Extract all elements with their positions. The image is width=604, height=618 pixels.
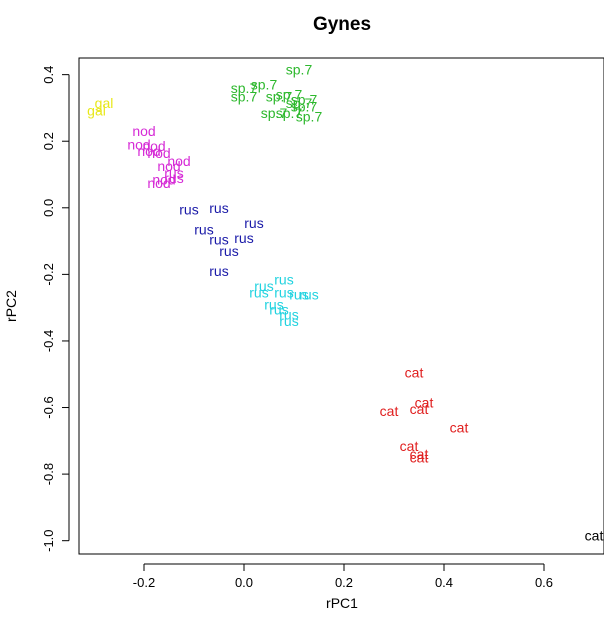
y-tick-label: -0.4: [41, 330, 56, 352]
x-tick-label: 0.0: [235, 575, 253, 590]
y-tick-label: -0.8: [41, 463, 56, 485]
data-point-nod: nod: [157, 158, 180, 174]
x-axis: -0.2 0.0 0.2 0.4 0.6: [133, 563, 553, 590]
data-point-nod: nod: [132, 123, 155, 139]
data-point-rus: rus: [299, 286, 318, 302]
data-point-cat: cat: [410, 401, 429, 417]
data-point-rus: rus: [269, 301, 288, 317]
data-point-gal: gal: [87, 103, 106, 119]
data-point-nod: nod: [152, 172, 175, 188]
data-point-sp7: sp.7: [296, 108, 323, 124]
x-axis-label: rPC1: [326, 595, 358, 611]
chart-title: Gynes: [313, 14, 371, 35]
y-tick-label: 0.0: [41, 199, 56, 217]
data-point-nod: nod: [147, 145, 170, 161]
data-point-sp7: sp.7: [276, 105, 303, 121]
data-point-sp7: sp.7: [231, 88, 258, 104]
y-tick-label: -0.2: [41, 263, 56, 285]
data-point-sp7: sp.7: [291, 98, 318, 114]
data-point-rus: rus: [289, 286, 308, 302]
y-tick-label: -0.6: [41, 396, 56, 418]
data-point-rus: rus: [164, 170, 183, 186]
data-point-cat: cat: [405, 365, 424, 381]
data-point-rus: rus: [234, 230, 253, 246]
data-point-cat: cat: [585, 528, 604, 544]
data-point-rus: rus: [274, 271, 293, 287]
y-tick-label: 0.4: [41, 66, 56, 84]
data-point-rus: rus: [274, 285, 293, 301]
x-tick-label: -0.2: [133, 575, 155, 590]
data-point-rus: rus: [279, 306, 298, 322]
data-point-sp7: sp.7: [251, 77, 278, 93]
data-point-rus: rus: [164, 165, 183, 181]
data-point-cat: cat: [415, 395, 434, 411]
data-point-cat: cat: [410, 446, 429, 462]
data-point-rus: rus: [209, 200, 228, 216]
y-axis: -1.0 -0.8 -0.6 -0.4 -0.2 0.0 0.2 0.4: [41, 66, 70, 552]
data-point-rus: rus: [209, 263, 228, 279]
data-point-rus: rus: [264, 296, 283, 312]
data-point-nod: nod: [137, 143, 160, 159]
data-point-rus: rus: [209, 231, 228, 247]
y-axis-label: rPC2: [3, 290, 19, 322]
plot-frame: [78, 57, 604, 555]
data-point-sp7: sp.7: [276, 87, 303, 103]
data-point-rus: rus: [244, 215, 263, 231]
data-point-cat: cat: [450, 420, 469, 436]
data-point-rus: rus: [179, 201, 198, 217]
data-point-rus: rus: [254, 278, 273, 294]
data-point-sp7: sp.7: [266, 88, 293, 104]
y-tick-label: -1.0: [41, 529, 56, 551]
data-point-cat: cat: [410, 449, 429, 465]
data-point-gal: gal: [95, 95, 114, 111]
data-point-sp7: sp.7: [286, 62, 313, 78]
data-point-cat: cat: [400, 438, 419, 454]
data-point-nod: nod: [142, 138, 165, 154]
y-tick-label: 0.2: [41, 132, 56, 150]
data-point-sp7: sp.7: [231, 80, 258, 96]
data-point-rus: rus: [219, 243, 238, 259]
data-point-nod: nod: [167, 153, 190, 169]
x-tick-label: 0.4: [435, 575, 453, 590]
data-point-rus: rus: [249, 285, 268, 301]
data-point-sp7: sp.7: [286, 95, 313, 111]
data-point-nod: nod: [127, 137, 150, 153]
data-point-sp7: sp.7: [291, 92, 318, 108]
data-point-nod: nod: [147, 175, 170, 191]
data-point-cat: cat: [380, 403, 399, 419]
x-tick-label: 0.6: [535, 575, 553, 590]
data-point-sp7: sp.7: [261, 105, 288, 121]
x-tick-label: 0.2: [335, 575, 353, 590]
data-point-rus: rus: [279, 313, 298, 329]
data-point-rus: rus: [194, 221, 213, 237]
